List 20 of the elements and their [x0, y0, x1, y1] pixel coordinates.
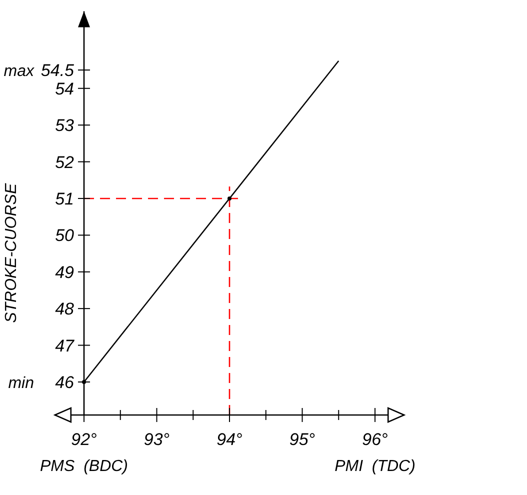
y-tick-label: 54.5	[40, 61, 75, 80]
y-tick-label: 47	[55, 336, 75, 356]
y-tick-label: 53	[55, 116, 75, 136]
text: PMS (BDC)	[40, 458, 128, 475]
x-tick-label: 95°	[289, 430, 316, 449]
text: PMI (TDC)	[334, 458, 416, 475]
x-tick-label: 94°	[216, 430, 243, 449]
y-tick-label: 49	[55, 262, 75, 282]
y-tick-label: 52	[55, 152, 75, 172]
x-tick-label: 92°	[71, 430, 98, 449]
text: max	[4, 63, 35, 80]
y-tick-label: 51	[55, 189, 74, 208]
y-tick-label: 54	[55, 79, 74, 98]
y-tick-label: 50	[55, 226, 75, 246]
y-axis-title: STROKE-CUORSE	[3, 183, 20, 323]
x-tick-label: 96°	[362, 430, 388, 449]
y-tick-label: 46	[55, 372, 75, 392]
x-tick-label: 93°	[144, 430, 170, 449]
text: min	[8, 374, 34, 392]
y-tick-label: 48	[55, 300, 75, 319]
